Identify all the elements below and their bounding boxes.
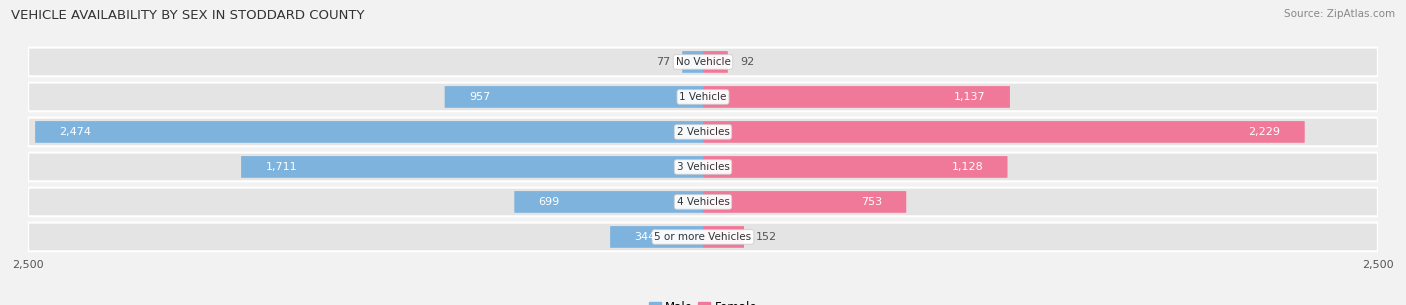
Text: Source: ZipAtlas.com: Source: ZipAtlas.com: [1284, 9, 1395, 19]
FancyBboxPatch shape: [444, 86, 703, 108]
Legend: Male, Female: Male, Female: [644, 296, 762, 305]
FancyBboxPatch shape: [28, 152, 1378, 181]
FancyBboxPatch shape: [28, 118, 1378, 146]
Text: 2,474: 2,474: [59, 127, 91, 137]
Text: 92: 92: [740, 57, 754, 67]
FancyBboxPatch shape: [28, 48, 1378, 76]
Text: 1,711: 1,711: [266, 162, 297, 172]
Text: 957: 957: [470, 92, 491, 102]
FancyBboxPatch shape: [240, 156, 703, 178]
Text: 344: 344: [634, 232, 655, 242]
FancyBboxPatch shape: [703, 226, 744, 248]
Text: 1,128: 1,128: [952, 162, 983, 172]
Text: 152: 152: [756, 232, 778, 242]
Text: 699: 699: [538, 197, 560, 207]
Text: No Vehicle: No Vehicle: [675, 57, 731, 67]
Text: 2 Vehicles: 2 Vehicles: [676, 127, 730, 137]
Text: 77: 77: [655, 57, 671, 67]
FancyBboxPatch shape: [703, 156, 1008, 178]
Text: 2,229: 2,229: [1249, 127, 1281, 137]
FancyBboxPatch shape: [703, 86, 1010, 108]
FancyBboxPatch shape: [610, 226, 703, 248]
FancyBboxPatch shape: [28, 83, 1378, 111]
FancyBboxPatch shape: [682, 51, 703, 73]
Text: 4 Vehicles: 4 Vehicles: [676, 197, 730, 207]
FancyBboxPatch shape: [28, 223, 1378, 251]
FancyBboxPatch shape: [35, 121, 703, 143]
FancyBboxPatch shape: [703, 191, 907, 213]
Text: 753: 753: [860, 197, 882, 207]
Text: 1 Vehicle: 1 Vehicle: [679, 92, 727, 102]
Text: VEHICLE AVAILABILITY BY SEX IN STODDARD COUNTY: VEHICLE AVAILABILITY BY SEX IN STODDARD …: [11, 9, 364, 22]
FancyBboxPatch shape: [28, 188, 1378, 216]
FancyBboxPatch shape: [703, 51, 728, 73]
Text: 1,137: 1,137: [955, 92, 986, 102]
FancyBboxPatch shape: [703, 121, 1305, 143]
Text: 3 Vehicles: 3 Vehicles: [676, 162, 730, 172]
FancyBboxPatch shape: [515, 191, 703, 213]
Text: 5 or more Vehicles: 5 or more Vehicles: [654, 232, 752, 242]
